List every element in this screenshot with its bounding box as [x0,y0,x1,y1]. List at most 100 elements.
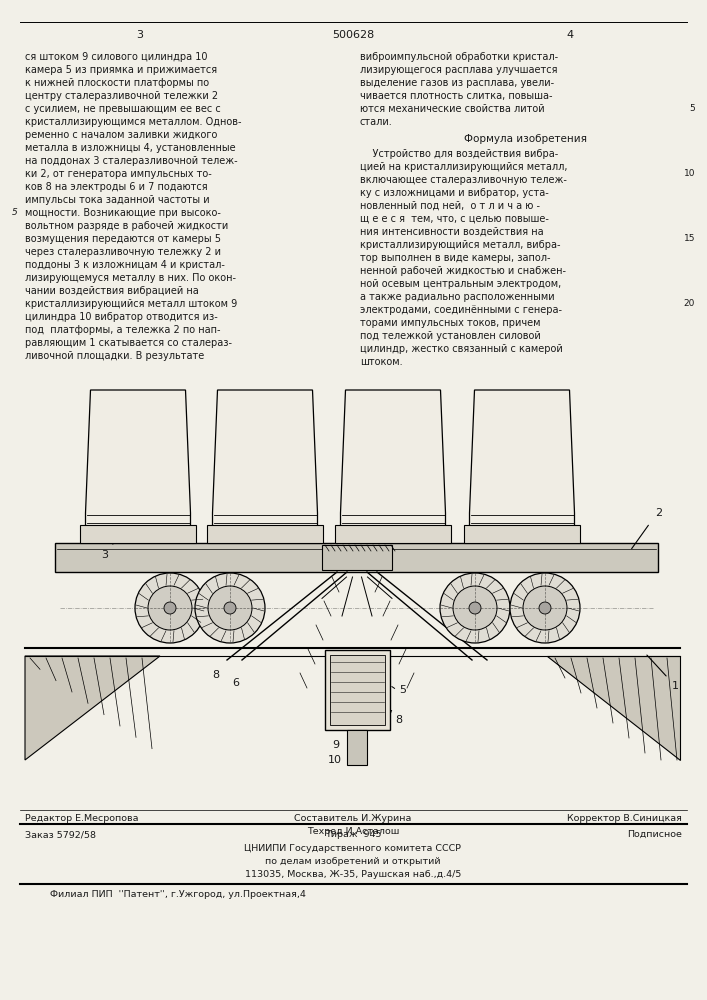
Text: ЦНИИПИ Государственного комитета СССР: ЦНИИПИ Государственного комитета СССР [245,844,462,853]
Text: через сталеразливочную тележку 2 и: через сталеразливочную тележку 2 и [25,247,221,257]
Text: торами импульсных токов, причем: торами импульсных токов, причем [360,318,540,328]
Text: Филиал ПИП  ''Патент'', г.Ужгород, ул.Проектная,4: Филиал ПИП ''Патент'', г.Ужгород, ул.Про… [50,890,306,899]
Text: цилиндра 10 вибратор отводится из-: цилиндра 10 вибратор отводится из- [25,312,218,322]
Text: 4: 4 [100,417,107,427]
Text: Редактор Е.Месропова: Редактор Е.Месропова [25,814,139,823]
Text: Формула изобретения: Формула изобретения [464,134,587,144]
Text: ния интенсивности воздействия на: ния интенсивности воздействия на [360,227,544,237]
Text: виброимпульсной обработки кристал-: виброимпульсной обработки кристал- [360,52,558,62]
Text: Тираж  945: Тираж 945 [325,830,381,839]
Circle shape [224,602,236,614]
Circle shape [148,586,192,630]
Text: цией на кристаллизирующийся металл,: цией на кристаллизирующийся металл, [360,162,568,172]
Text: ливочной площадки. В результате: ливочной площадки. В результате [25,351,204,361]
Text: лизирующемуся металлу в них. По окон-: лизирующемуся металлу в них. По окон- [25,273,236,283]
Text: ков 8 на электроды 6 и 7 подаются: ков 8 на электроды 6 и 7 подаются [25,182,208,192]
Text: Составитель И.Журина: Составитель И.Журина [294,814,411,823]
Bar [335,525,451,543]
Text: по делам изобретений и открытий: по делам изобретений и открытий [265,857,440,866]
Bar [80,525,196,543]
Text: кристаллизирующийся металл, вибра-: кристаллизирующийся металл, вибра- [360,240,561,250]
Text: 8: 8 [395,715,402,725]
Text: 9: 9 [332,740,339,750]
Text: вольтном разряде в рабочей жидкости: вольтном разряде в рабочей жидкости [25,221,228,231]
Text: возмущения передаются от камеры 5: возмущения передаются от камеры 5 [25,234,221,244]
Text: 15: 15 [684,234,695,243]
Text: под  платформы, а тележка 2 по нап-: под платформы, а тележка 2 по нап- [25,325,221,335]
Bar [329,655,385,725]
Text: 2: 2 [655,508,662,518]
Text: стали.: стали. [360,117,393,127]
Polygon shape [341,390,445,533]
Text: лизирующегося расплава улучшается: лизирующегося расплава улучшается [360,65,558,75]
Text: к нижней плоскости платформы по: к нижней плоскости платформы по [25,78,209,88]
Polygon shape [213,390,317,533]
Text: 4: 4 [566,30,573,40]
Text: ненной рабочей жидкостью и снабжен-: ненной рабочей жидкостью и снабжен- [360,266,566,276]
Circle shape [195,573,265,643]
Text: импульсы тока заданной частоты и: импульсы тока заданной частоты и [25,195,209,205]
Text: 6: 6 [232,678,239,688]
Circle shape [523,586,567,630]
Text: ременно с началом заливки жидкого: ременно с началом заливки жидкого [25,130,217,140]
Text: камера 5 из приямка и прижимается: камера 5 из приямка и прижимается [25,65,217,75]
Text: поддоны 3 к изложницам 4 и кристал-: поддоны 3 к изложницам 4 и кристал- [25,260,225,270]
Text: Корректор В.Синицкая: Корректор В.Синицкая [567,814,682,823]
Polygon shape [469,390,575,533]
Text: кристаллизирующимся металлом. Однов-: кристаллизирующимся металлом. Однов- [25,117,242,127]
Text: 7: 7 [385,710,392,720]
Bar [347,730,367,765]
Text: 5: 5 [399,685,406,695]
Circle shape [510,573,580,643]
Text: штоком.: штоком. [360,357,402,367]
Text: тор выполнен в виде камеры, запол-: тор выполнен в виде камеры, запол- [360,253,551,263]
Text: Подписное: Подписное [627,830,682,839]
Circle shape [208,586,252,630]
Text: Техред И.Асталош: Техред И.Асталош [307,827,399,836]
Bar [464,525,580,543]
Bar [207,525,323,543]
Text: мощности. Возникающие при высоко-: мощности. Возникающие при высоко- [25,208,221,218]
Text: щ е е с я  тем, что, с целью повыше-: щ е е с я тем, что, с целью повыше- [360,214,549,224]
Text: 5: 5 [12,208,18,217]
Bar [322,545,392,570]
Text: кристаллизирующийся металл штоком 9: кристаллизирующийся металл штоком 9 [25,299,238,309]
Text: под тележкой установлен силовой: под тележкой установлен силовой [360,331,541,341]
Text: ной осевым центральным электродом,: ной осевым центральным электродом, [360,279,561,289]
Text: на поддонах 3 сталеразливочной тележ-: на поддонах 3 сталеразливочной тележ- [25,156,238,166]
Text: 3: 3 [136,30,144,40]
Text: 113035, Москва, Ж-35, Раушская наб.,д.4/5: 113035, Москва, Ж-35, Раушская наб.,д.4/… [245,870,461,879]
Circle shape [539,602,551,614]
Text: чивается плотность слитка, повыша-: чивается плотность слитка, повыша- [360,91,552,101]
Text: включающее сталеразливочную тележ-: включающее сталеразливочную тележ- [360,175,567,185]
Bar [55,543,658,572]
Text: 5: 5 [689,104,695,113]
Circle shape [453,586,497,630]
Text: Заказ 5792/58: Заказ 5792/58 [25,830,96,839]
Text: 8: 8 [212,670,219,680]
Polygon shape [86,390,190,533]
Bar [325,650,390,730]
Text: а также радиально расположенными: а также радиально расположенными [360,292,554,302]
Text: электродами, соединёнными с генера-: электродами, соединёнными с генера- [360,305,562,315]
Text: чании воздействия вибрацией на: чании воздействия вибрацией на [25,286,199,296]
Text: ку с изложницами и вибратор, уста-: ку с изложницами и вибратор, уста- [360,188,549,198]
Text: цилиндр, жестко связанный с камерой: цилиндр, жестко связанный с камерой [360,344,563,354]
Text: 3: 3 [102,550,108,560]
Text: равляющим 1 скатывается со сталераз-: равляющим 1 скатывается со сталераз- [25,338,232,348]
Text: 500628: 500628 [332,30,374,40]
Text: 10: 10 [684,169,695,178]
Polygon shape [547,656,680,760]
Text: ки 2, от генератора импульсных то-: ки 2, от генератора импульсных то- [25,169,212,179]
Text: 10: 10 [328,755,342,765]
Circle shape [164,602,176,614]
Text: новленный под ней,  о т л и ч а ю -: новленный под ней, о т л и ч а ю - [360,201,540,211]
Circle shape [440,573,510,643]
Text: ся штоком 9 силового цилиндра 10: ся штоком 9 силового цилиндра 10 [25,52,207,62]
Polygon shape [25,656,160,760]
Circle shape [135,573,205,643]
Text: выделение газов из расплава, увели-: выделение газов из расплава, увели- [360,78,554,88]
Circle shape [469,602,481,614]
Text: ются механические свойства литой: ются механические свойства литой [360,104,544,114]
Text: 1: 1 [672,681,679,691]
